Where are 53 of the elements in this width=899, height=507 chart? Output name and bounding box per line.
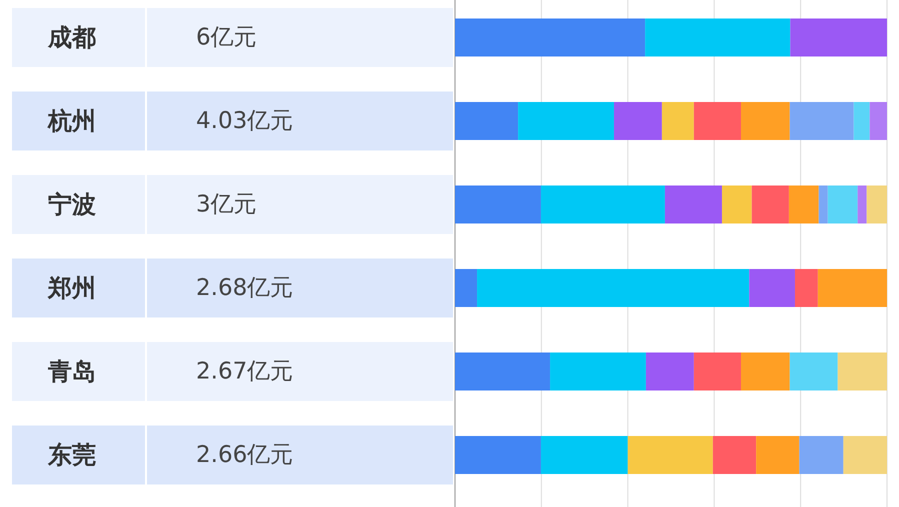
text: 2.66亿元 [196, 442, 294, 468]
bar [455, 102, 518, 140]
bar [664, 186, 722, 224]
bar [799, 436, 844, 474]
bar [818, 186, 828, 224]
bar [540, 436, 628, 474]
bar [788, 186, 819, 224]
bar [712, 436, 756, 474]
bar [790, 352, 838, 390]
bar [694, 102, 741, 140]
bar [870, 102, 887, 140]
bar [455, 186, 541, 224]
bar [550, 352, 646, 390]
bar [866, 186, 887, 224]
text: 6亿元 [196, 24, 257, 50]
bar [662, 102, 694, 140]
bar [740, 102, 790, 140]
bar [854, 102, 870, 140]
y-tick-label: 东莞 [47, 441, 96, 469]
y-tick-label: 青岛 [47, 358, 96, 386]
bar [740, 352, 790, 390]
bar [455, 269, 478, 307]
bar [752, 186, 789, 224]
bar [645, 18, 790, 56]
y-tick-label: 成都 [47, 24, 96, 52]
bar [477, 269, 750, 307]
bar [756, 436, 800, 474]
bar [722, 186, 752, 224]
y-tick-label: 郑州 [47, 274, 96, 302]
bar [843, 436, 887, 474]
text: 2.67亿元 [196, 358, 294, 384]
bar [749, 269, 795, 307]
bar [518, 102, 614, 140]
bar [455, 436, 541, 474]
text: 3亿元 [196, 192, 257, 218]
y-tick-label: 宁波 [48, 190, 96, 218]
text: 4.03亿元 [196, 108, 294, 134]
bar [858, 186, 867, 224]
bar [790, 18, 887, 56]
bar [540, 186, 665, 224]
bar [818, 269, 887, 307]
text: 2.68亿元 [196, 275, 294, 301]
bar [790, 102, 854, 140]
bar [646, 352, 694, 390]
bar [455, 18, 646, 56]
y-tick-label: 杭州 [47, 107, 96, 135]
bar [455, 352, 550, 390]
bar [614, 102, 662, 140]
bar [694, 352, 741, 390]
bar [794, 269, 818, 307]
bar [838, 352, 887, 390]
bar [828, 186, 858, 224]
bar [628, 436, 713, 474]
